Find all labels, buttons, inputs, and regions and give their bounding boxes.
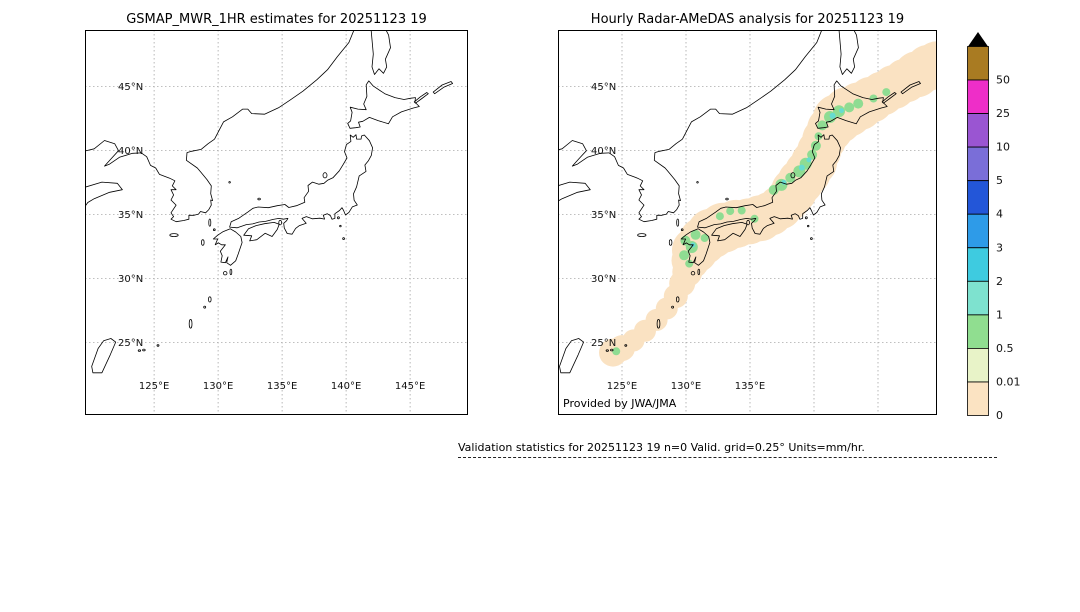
svg-text:40°N: 40°N xyxy=(591,146,616,157)
colorbar-cell xyxy=(967,247,989,282)
svg-text:145°E: 145°E xyxy=(395,381,425,392)
colorbar-cell xyxy=(967,381,989,416)
colorbar-tick-label: 25 xyxy=(996,107,1010,120)
colorbar-cell xyxy=(967,347,989,383)
longitude-tick-labels: 125°E 130°E 135°E 140°E 145°E xyxy=(139,381,425,392)
colorbar-cell xyxy=(967,46,989,81)
colorbar-tick-label: 50 xyxy=(996,74,1010,87)
latitude-tick-labels: 45°N 40°N 35°N 30°N 25°N xyxy=(591,82,616,349)
right-map-title: Hourly Radar-AMeDAS analysis for 2025112… xyxy=(590,12,905,27)
colorbar-tick-label: 5 xyxy=(996,174,1003,187)
svg-text:125°E: 125°E xyxy=(607,381,637,392)
svg-text:25°N: 25°N xyxy=(118,338,143,349)
svg-text:30°N: 30°N xyxy=(118,274,143,285)
map-frame xyxy=(85,30,468,415)
colorbar-tick-label: 4 xyxy=(996,208,1003,221)
longitude-tick-labels: 125°E 130°E 135°E xyxy=(607,381,765,392)
colorbar-overflow-triangle xyxy=(968,32,988,47)
svg-text:25°N: 25°N xyxy=(591,338,616,349)
map-frame xyxy=(558,30,937,415)
validation-caption: Validation statistics for 20251123 19 n=… xyxy=(458,441,997,458)
gsmap-estimates-map: 45°N 40°N 35°N 30°N 25°N 125°E 130°E 135°E 140°E… xyxy=(84,29,468,415)
colorbar-tick-label: 3 xyxy=(996,241,1003,254)
latitude-tick-labels: 45°N 40°N 35°N 30°N 25°N xyxy=(118,82,143,349)
colorbar-tick-label: 1 xyxy=(996,308,1003,321)
data-provider-credit: Provided by JWA/JMA xyxy=(563,397,677,410)
svg-text:130°E: 130°E xyxy=(203,381,233,392)
colorbar-cell xyxy=(967,180,989,215)
coastlines xyxy=(84,29,453,374)
svg-text:135°E: 135°E xyxy=(267,381,297,392)
colorbar-tick-label: 0.01 xyxy=(996,376,1021,389)
left-map-title: GSMAP_MWR_1HR estimates for 20251123 19 xyxy=(126,12,427,27)
colorbar-cell xyxy=(967,79,989,114)
svg-text:130°E: 130°E xyxy=(671,381,701,392)
coastlines xyxy=(552,29,921,374)
radar-amedas-map: 45°N 40°N 35°N 30°N 25°N 125°E 130°E 135°E xyxy=(552,29,959,415)
svg-text:45°N: 45°N xyxy=(591,82,616,93)
svg-text:40°N: 40°N xyxy=(118,146,143,157)
colorbar-cell xyxy=(967,113,989,148)
precipitation-colorbar: 50 25 10 5 4 3 2 1 0.5 0.01 0 xyxy=(966,30,1036,430)
svg-text:30°N: 30°N xyxy=(591,274,616,285)
colorbar-cell xyxy=(967,146,989,181)
svg-text:125°E: 125°E xyxy=(139,381,169,392)
colorbar-tick-label: 0 xyxy=(996,409,1003,422)
validation-caption-text: Validation statistics for 20251123 19 n=… xyxy=(458,441,865,454)
colorbar-cell xyxy=(967,213,989,249)
colorbar-cell xyxy=(967,314,989,349)
grid-lines xyxy=(85,30,468,415)
colorbar-tick-label: 0.5 xyxy=(996,342,1014,355)
svg-text:35°N: 35°N xyxy=(118,210,143,221)
svg-text:45°N: 45°N xyxy=(118,82,143,93)
colorbar-tick-label: 10 xyxy=(996,141,1010,154)
colorbar-cell xyxy=(967,280,989,316)
map-background xyxy=(85,30,468,415)
svg-text:35°N: 35°N xyxy=(591,210,616,221)
svg-text:140°E: 140°E xyxy=(331,381,361,392)
svg-text:135°E: 135°E xyxy=(735,381,765,392)
colorbar-tick-label: 2 xyxy=(996,275,1003,288)
